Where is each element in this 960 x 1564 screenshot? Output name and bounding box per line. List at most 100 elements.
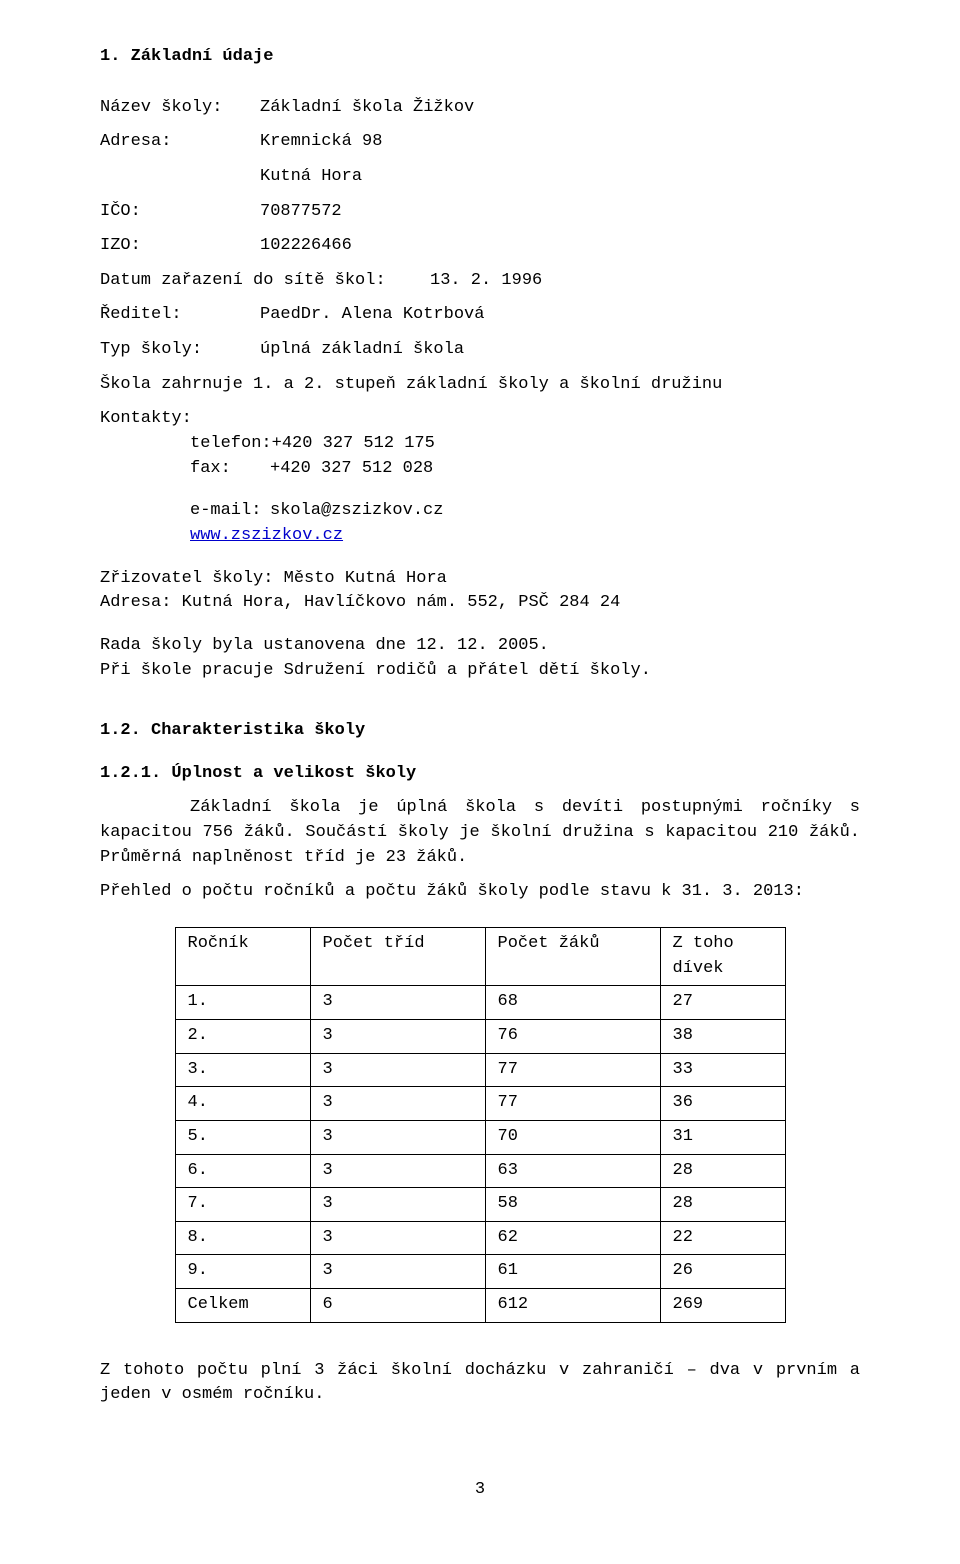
- table-cell: 3: [310, 1053, 485, 1087]
- footer-paragraph: Z tohoto počtu plní 3 žáci školní docház…: [100, 1359, 860, 1408]
- th-divek: Z toho dívek: [660, 928, 785, 986]
- table-cell: Celkem: [175, 1289, 310, 1323]
- founder-line-2: Adresa: Kutná Hora, Havlíčkovo nám. 552,…: [100, 591, 860, 616]
- label-ico: IČO:: [100, 200, 260, 225]
- table-cell: 2.: [175, 1019, 310, 1053]
- contact-fax-label: fax:: [190, 457, 270, 482]
- row-address-1: Adresa: Kremnická 98: [100, 130, 860, 155]
- table-cell: 77: [485, 1053, 660, 1087]
- table-cell: 22: [660, 1221, 785, 1255]
- label-director: Ředitel:: [100, 303, 260, 328]
- table-cell: 6: [310, 1289, 485, 1323]
- heading-characteristics: 1.2. Charakteristika školy: [100, 719, 860, 744]
- table-cell: 3: [310, 1255, 485, 1289]
- row-school-name: Název školy: Základní škola Žižkov: [100, 96, 860, 121]
- label-address-blank: [100, 165, 260, 190]
- table-cell: 28: [660, 1188, 785, 1222]
- value-type: úplná základní škola: [260, 338, 464, 363]
- heading-completeness: 1.2.1. Úplnost a velikost školy: [100, 762, 860, 787]
- label-address: Adresa:: [100, 130, 260, 155]
- th-rocnik: Ročník: [175, 928, 310, 986]
- value-address-2: Kutná Hora: [260, 165, 362, 190]
- value-date: 13. 2. 1996: [430, 269, 542, 294]
- founder-line-1: Zřizovatel školy: Město Kutná Hora: [100, 567, 860, 592]
- table-cell: 6.: [175, 1154, 310, 1188]
- table-cell: 5.: [175, 1120, 310, 1154]
- heading-basic-info: 1. Základní údaje: [100, 45, 860, 70]
- label-school-name: Název školy:: [100, 96, 260, 121]
- web-link[interactable]: www.zszizkov.cz: [190, 526, 343, 545]
- table-cell: 3: [310, 1120, 485, 1154]
- contact-email-label: e-mail:: [190, 499, 270, 524]
- table-cell: 36: [660, 1087, 785, 1121]
- row-ico: IČO: 70877572: [100, 200, 860, 225]
- table-row: 1.36827: [175, 986, 785, 1020]
- page-number: 3: [100, 1478, 860, 1503]
- table-cell: 68: [485, 986, 660, 1020]
- table-cell: 33: [660, 1053, 785, 1087]
- th-pocet-zaku: Počet žáků: [485, 928, 660, 986]
- table-cell: 8.: [175, 1221, 310, 1255]
- row-date: Datum zařazení do sítě škol: 13. 2. 1996: [100, 269, 860, 294]
- table-cell: 3: [310, 1188, 485, 1222]
- association-line: Při škole pracuje Sdružení rodičů a přát…: [100, 659, 860, 684]
- label-date: Datum zařazení do sítě škol:: [100, 269, 430, 294]
- table-cell: 63: [485, 1154, 660, 1188]
- class-table: Ročník Počet tříd Počet žáků Z toho díve…: [175, 927, 786, 1323]
- paragraph-capacity: Základní škola je úplná škola s devíti p…: [100, 796, 860, 870]
- label-contacts: Kontakty:: [100, 407, 860, 432]
- row-izo: IZO: 102226466: [100, 234, 860, 259]
- table-cell: 3: [310, 1087, 485, 1121]
- line-scope: Škola zahrnuje 1. a 2. stupeň základní š…: [100, 373, 860, 398]
- value-izo: 102226466: [260, 234, 352, 259]
- table-row: 8.36222: [175, 1221, 785, 1255]
- table-row: 5.37031: [175, 1120, 785, 1154]
- table-cell: 58: [485, 1188, 660, 1222]
- contact-tel: telefon:+420 327 512 175: [100, 432, 860, 457]
- table-cell: 28: [660, 1154, 785, 1188]
- value-director: PaedDr. Alena Kotrbová: [260, 303, 484, 328]
- table-row: 3.37733: [175, 1053, 785, 1087]
- contact-fax-value: +420 327 512 028: [270, 459, 433, 478]
- table-cell: 1.: [175, 986, 310, 1020]
- contact-email: e-mail:skola@zszizkov.cz: [100, 499, 860, 524]
- value-ico: 70877572: [260, 200, 342, 225]
- row-address-2: Kutná Hora: [100, 165, 860, 190]
- table-cell: 7.: [175, 1188, 310, 1222]
- label-type: Typ školy:: [100, 338, 260, 363]
- table-row: 6.36328: [175, 1154, 785, 1188]
- row-director: Ředitel: PaedDr. Alena Kotrbová: [100, 303, 860, 328]
- table-cell: 3: [310, 1154, 485, 1188]
- contact-web: www.zszizkov.cz: [100, 524, 860, 549]
- value-address-1: Kremnická 98: [260, 130, 382, 155]
- table-header-row: Ročník Počet tříd Počet žáků Z toho díve…: [175, 928, 785, 986]
- contact-email-value: skola@zszizkov.cz: [270, 501, 443, 520]
- table-cell: 4.: [175, 1087, 310, 1121]
- value-school-name: Základní škola Žižkov: [260, 96, 474, 121]
- table-row: 7.35828: [175, 1188, 785, 1222]
- table-row: 2.37638: [175, 1019, 785, 1053]
- label-izo: IZO:: [100, 234, 260, 259]
- table-cell: 62: [485, 1221, 660, 1255]
- table-cell: 3.: [175, 1053, 310, 1087]
- table-cell: 3: [310, 1019, 485, 1053]
- table-cell: 269: [660, 1289, 785, 1323]
- paragraph-overview: Přehled o počtu ročníků a počtu žáků ško…: [100, 880, 860, 905]
- table-row: 4.37736: [175, 1087, 785, 1121]
- table-row: Celkem6612269: [175, 1289, 785, 1323]
- table-cell: 31: [660, 1120, 785, 1154]
- table-cell: 76: [485, 1019, 660, 1053]
- table-cell: 38: [660, 1019, 785, 1053]
- table-cell: 27: [660, 986, 785, 1020]
- table-cell: 77: [485, 1087, 660, 1121]
- table-row: 9.36126: [175, 1255, 785, 1289]
- th-pocet-trid: Počet tříd: [310, 928, 485, 986]
- table-cell: 3: [310, 986, 485, 1020]
- row-type: Typ školy: úplná základní škola: [100, 338, 860, 363]
- table-cell: 70: [485, 1120, 660, 1154]
- table-cell: 612: [485, 1289, 660, 1323]
- table-cell: 26: [660, 1255, 785, 1289]
- table-cell: 61: [485, 1255, 660, 1289]
- table-cell: 3: [310, 1221, 485, 1255]
- contact-fax: fax:+420 327 512 028: [100, 457, 860, 482]
